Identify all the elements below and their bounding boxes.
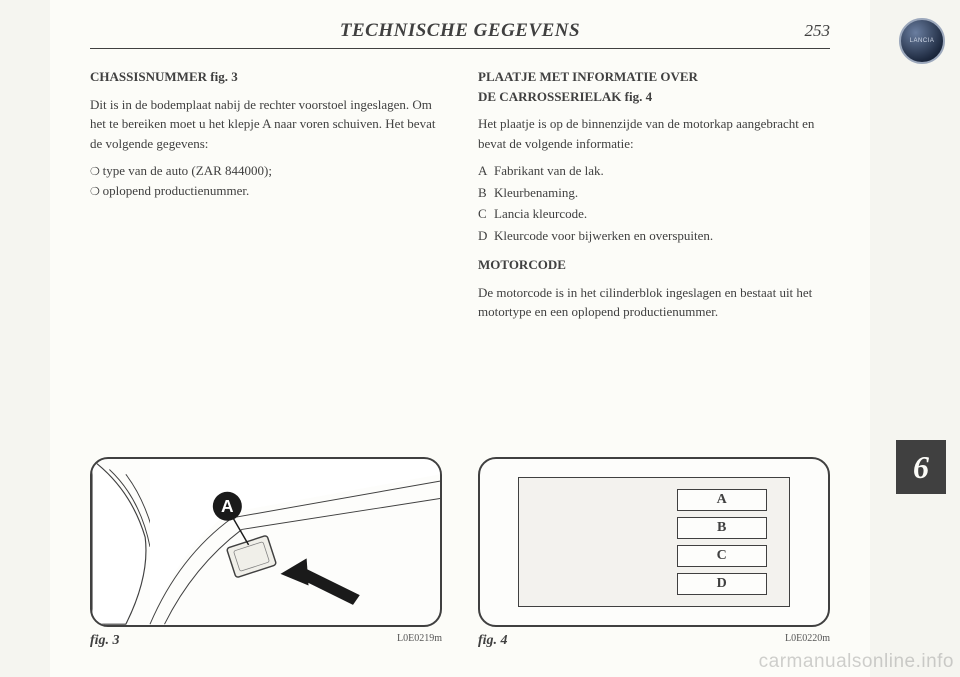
figure-3-box: A — [90, 457, 442, 627]
right-heading-1b: DE CARROSSERIELAK fig. 4 — [478, 89, 652, 104]
chapter-tab: 6 — [896, 440, 946, 494]
letter-text-a: Fabrikant van de lak. — [494, 163, 604, 178]
right-para-1: Het plaatje is op de binnenzijde van de … — [478, 114, 830, 153]
letter-text-c: Lancia kleurcode. — [494, 206, 587, 221]
figure-3-wrap: A fig. 3 L0E0219m — [90, 457, 442, 649]
letter-item-a: AFabrikant van de lak. — [478, 161, 830, 181]
figure-3-marker-label: A — [221, 496, 234, 516]
letter-label-d: D — [478, 226, 494, 246]
figure-4-slot-a: A — [677, 489, 767, 511]
figure-4-caption-row: fig. 4 L0E0220m — [478, 633, 830, 649]
figure-4-slot-c: C — [677, 545, 767, 567]
letter-item-b: BKleurbenaming. — [478, 183, 830, 203]
header-title: TECHNISCHE GEGEVENS — [140, 20, 780, 42]
figure-4-slot-d: D — [677, 573, 767, 595]
chapter-tab-number: 6 — [913, 449, 929, 486]
left-para-1: Dit is in de bodemplaat nabij de rechter… — [90, 95, 442, 154]
left-heading: CHASSISNUMMER fig. 3 — [90, 67, 442, 87]
left-bullet-2: oplopend productienummer. — [90, 181, 442, 201]
right-heading-1: PLAATJE MET INFORMATIE OVER DE CARROSSER… — [478, 67, 830, 106]
content-columns: CHASSISNUMMER fig. 3 Dit is in de bodemp… — [90, 67, 830, 330]
right-column: PLAATJE MET INFORMATIE OVER DE CARROSSER… — [478, 67, 830, 330]
left-bullets: type van de auto (ZAR 844000); oplopend … — [90, 161, 442, 200]
figure-3-code: L0E0219m — [397, 633, 442, 649]
letter-text-d: Kleurcode voor bijwerken en overspuiten. — [494, 228, 713, 243]
right-heading-2: MOTORCODE — [478, 255, 830, 275]
right-heading-1a: PLAATJE MET INFORMATIE OVER — [478, 69, 698, 84]
watermark-text: carmanualsonline.info — [759, 651, 954, 673]
figure-4-panel: A B C D — [518, 477, 789, 606]
figures-row: A fig. 3 L0E0219m A B C D fig. 4 L0E0220… — [90, 457, 830, 649]
page-header: TECHNISCHE GEGEVENS 253 — [90, 20, 830, 49]
left-column: CHASSISNUMMER fig. 3 Dit is in de bodemp… — [90, 67, 442, 330]
figure-4-caption: fig. 4 — [478, 633, 508, 649]
figure-4-code: L0E0220m — [785, 633, 830, 649]
right-para-2: De motorcode is in het cilinderblok inge… — [478, 283, 830, 322]
letter-label-c: C — [478, 204, 494, 224]
letter-text-b: Kleurbenaming. — [494, 185, 578, 200]
figure-3-illustration: A — [92, 459, 440, 625]
letter-item-d: DKleurcode voor bijwerken en overspuiten… — [478, 226, 830, 246]
letter-list: AFabrikant van de lak. BKleurbenaming. C… — [478, 161, 830, 245]
figure-3-caption-row: fig. 3 L0E0219m — [90, 633, 442, 649]
lancia-logo-icon: LANCIA — [899, 18, 945, 64]
letter-label-a: A — [478, 161, 494, 181]
manual-page: TECHNISCHE GEGEVENS 253 CHASSISNUMMER fi… — [50, 0, 870, 677]
figure-3-caption: fig. 3 — [90, 633, 120, 649]
left-bullet-1: type van de auto (ZAR 844000); — [90, 161, 442, 181]
figure-4-wrap: A B C D fig. 4 L0E0220m — [478, 457, 830, 649]
lancia-logo-text: LANCIA — [910, 38, 935, 44]
figure-4-box: A B C D — [478, 457, 830, 627]
letter-label-b: B — [478, 183, 494, 203]
letter-item-c: CLancia kleurcode. — [478, 204, 830, 224]
figure-4-slot-b: B — [677, 517, 767, 539]
page-number: 253 — [780, 21, 830, 41]
